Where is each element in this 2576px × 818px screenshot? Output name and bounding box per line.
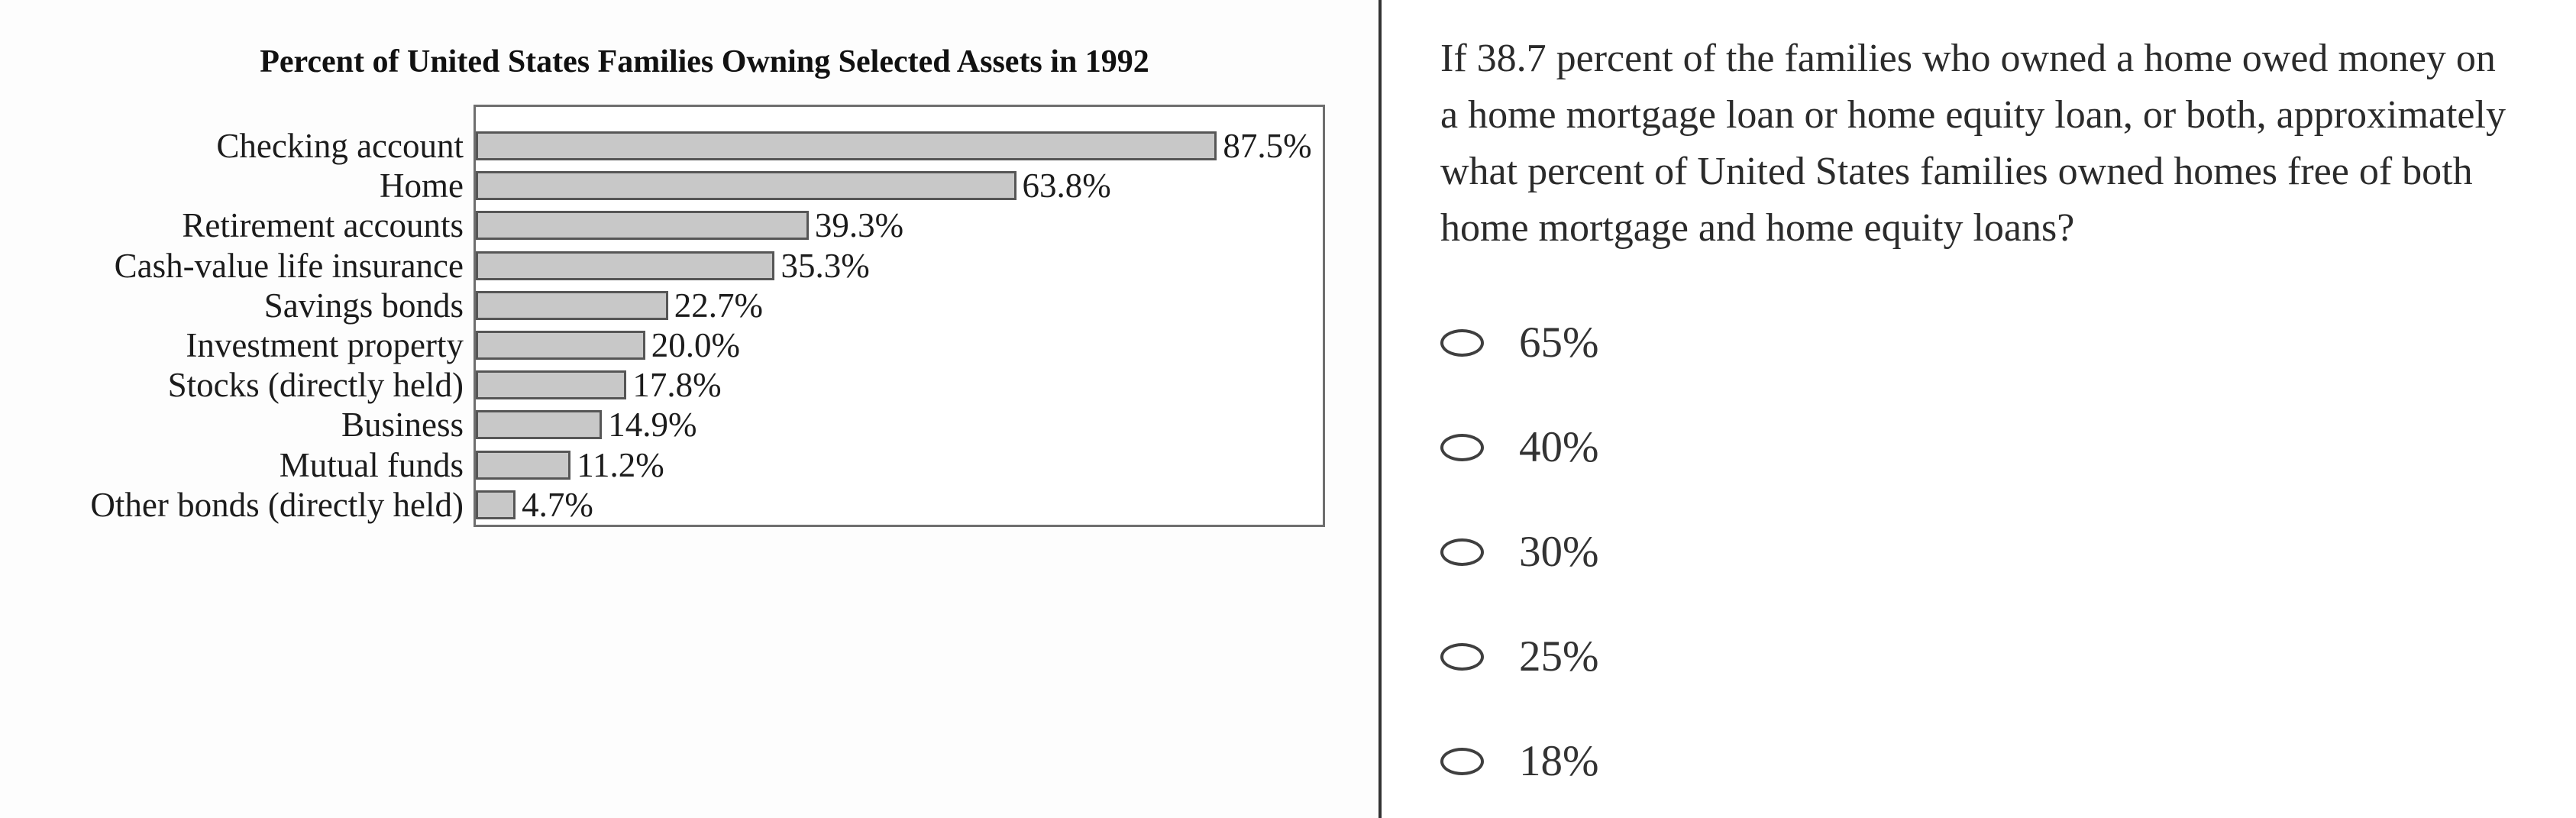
bar xyxy=(476,211,809,241)
question-line: home mortgage and home equity loans? xyxy=(1440,206,2075,250)
radio-button-icon[interactable] xyxy=(1440,538,1484,566)
question-line: what percent of United States families o… xyxy=(1440,150,2473,193)
bar xyxy=(476,490,516,519)
bar-row: 22.7% xyxy=(476,286,1323,325)
category-label: Mutual funds xyxy=(279,445,464,484)
option-row[interactable]: 65% xyxy=(1440,290,2576,395)
option-label[interactable]: 65% xyxy=(1519,318,1599,367)
question-line: a home mortgage loan or home equity loan… xyxy=(1440,93,2506,137)
radio-button-icon[interactable] xyxy=(1440,747,1484,775)
option-label[interactable]: 40% xyxy=(1519,423,1599,471)
option-label[interactable]: 18% xyxy=(1519,737,1599,785)
category-label: Investment property xyxy=(186,326,464,365)
bar xyxy=(476,131,1217,161)
option-row[interactable]: 18% xyxy=(1440,709,2576,813)
radio-button-icon[interactable] xyxy=(1440,642,1484,671)
bar-row: 4.7% xyxy=(476,485,1323,525)
bar xyxy=(476,251,775,280)
category-label: Other bonds (directly held) xyxy=(90,485,464,524)
panel-divider xyxy=(1378,0,1382,818)
bar-value-label: 17.8% xyxy=(632,366,722,405)
option-label[interactable]: 30% xyxy=(1519,528,1599,576)
answer-options: 65% 40% 30% 25% 18% xyxy=(1440,290,2576,813)
bar-row: 63.8% xyxy=(476,166,1323,205)
bar-value-label: 20.0% xyxy=(651,326,741,365)
bar-value-label: 22.7% xyxy=(674,286,763,325)
option-label[interactable]: 25% xyxy=(1519,632,1599,681)
question-line: If 38.7 percent of the families who owne… xyxy=(1440,37,2496,80)
category-label: Checking account xyxy=(216,127,464,166)
category-label: Cash-value life insurance xyxy=(114,246,464,285)
category-label: Retirement accounts xyxy=(182,206,464,245)
question-panel: If 38.7 percent of the families who owne… xyxy=(1382,0,2576,818)
bar xyxy=(476,171,1017,201)
category-label: Stocks (directly held) xyxy=(167,366,464,405)
bar-value-label: 87.5% xyxy=(1223,127,1312,166)
bar-value-label: 4.7% xyxy=(522,485,593,524)
bar xyxy=(476,410,603,440)
bar-value-label: 63.8% xyxy=(1022,167,1111,205)
bar-value-label: 11.2% xyxy=(577,445,664,484)
radio-button-icon[interactable] xyxy=(1440,328,1484,357)
option-row[interactable]: 40% xyxy=(1440,395,2576,500)
radio-button-icon[interactable] xyxy=(1440,433,1484,461)
bar xyxy=(476,331,645,361)
category-label: Business xyxy=(341,406,464,445)
bar-value-label: 14.9% xyxy=(608,406,697,445)
bar xyxy=(476,370,627,400)
category-label: Savings bonds xyxy=(263,286,464,325)
bar-row: 14.9% xyxy=(476,405,1323,445)
chart-panel: Percent of United States Families Owning… xyxy=(84,44,1325,527)
plot-area: 87.5% 63.8% 39.3% 35.3% 22.7% 20.0% 17.8% 14.9%… xyxy=(474,105,1325,527)
bar-row: 39.3% xyxy=(476,205,1323,245)
bar-value-label: 39.3% xyxy=(814,206,904,245)
chart-title: Percent of United States Families Owning… xyxy=(260,44,1149,79)
bar-row: 11.2% xyxy=(476,445,1323,485)
bar-row: 35.3% xyxy=(476,246,1323,286)
category-axis-labels: Checking account Home Retirement accounts C… xyxy=(84,105,474,527)
question-text: If 38.7 percent of the families who owne… xyxy=(1440,31,2576,257)
bar-chart: Checking account Home Retirement accounts C… xyxy=(84,105,1325,527)
bar-value-label: 35.3% xyxy=(781,246,870,285)
bar-row: 17.8% xyxy=(476,365,1323,405)
bar-row: 87.5% xyxy=(476,126,1323,166)
option-row[interactable]: 30% xyxy=(1440,500,2576,604)
bar xyxy=(476,450,571,480)
bar-row: 20.0% xyxy=(476,325,1323,365)
category-label: Home xyxy=(380,167,464,205)
bar xyxy=(476,290,668,320)
option-row[interactable]: 25% xyxy=(1440,604,2576,709)
